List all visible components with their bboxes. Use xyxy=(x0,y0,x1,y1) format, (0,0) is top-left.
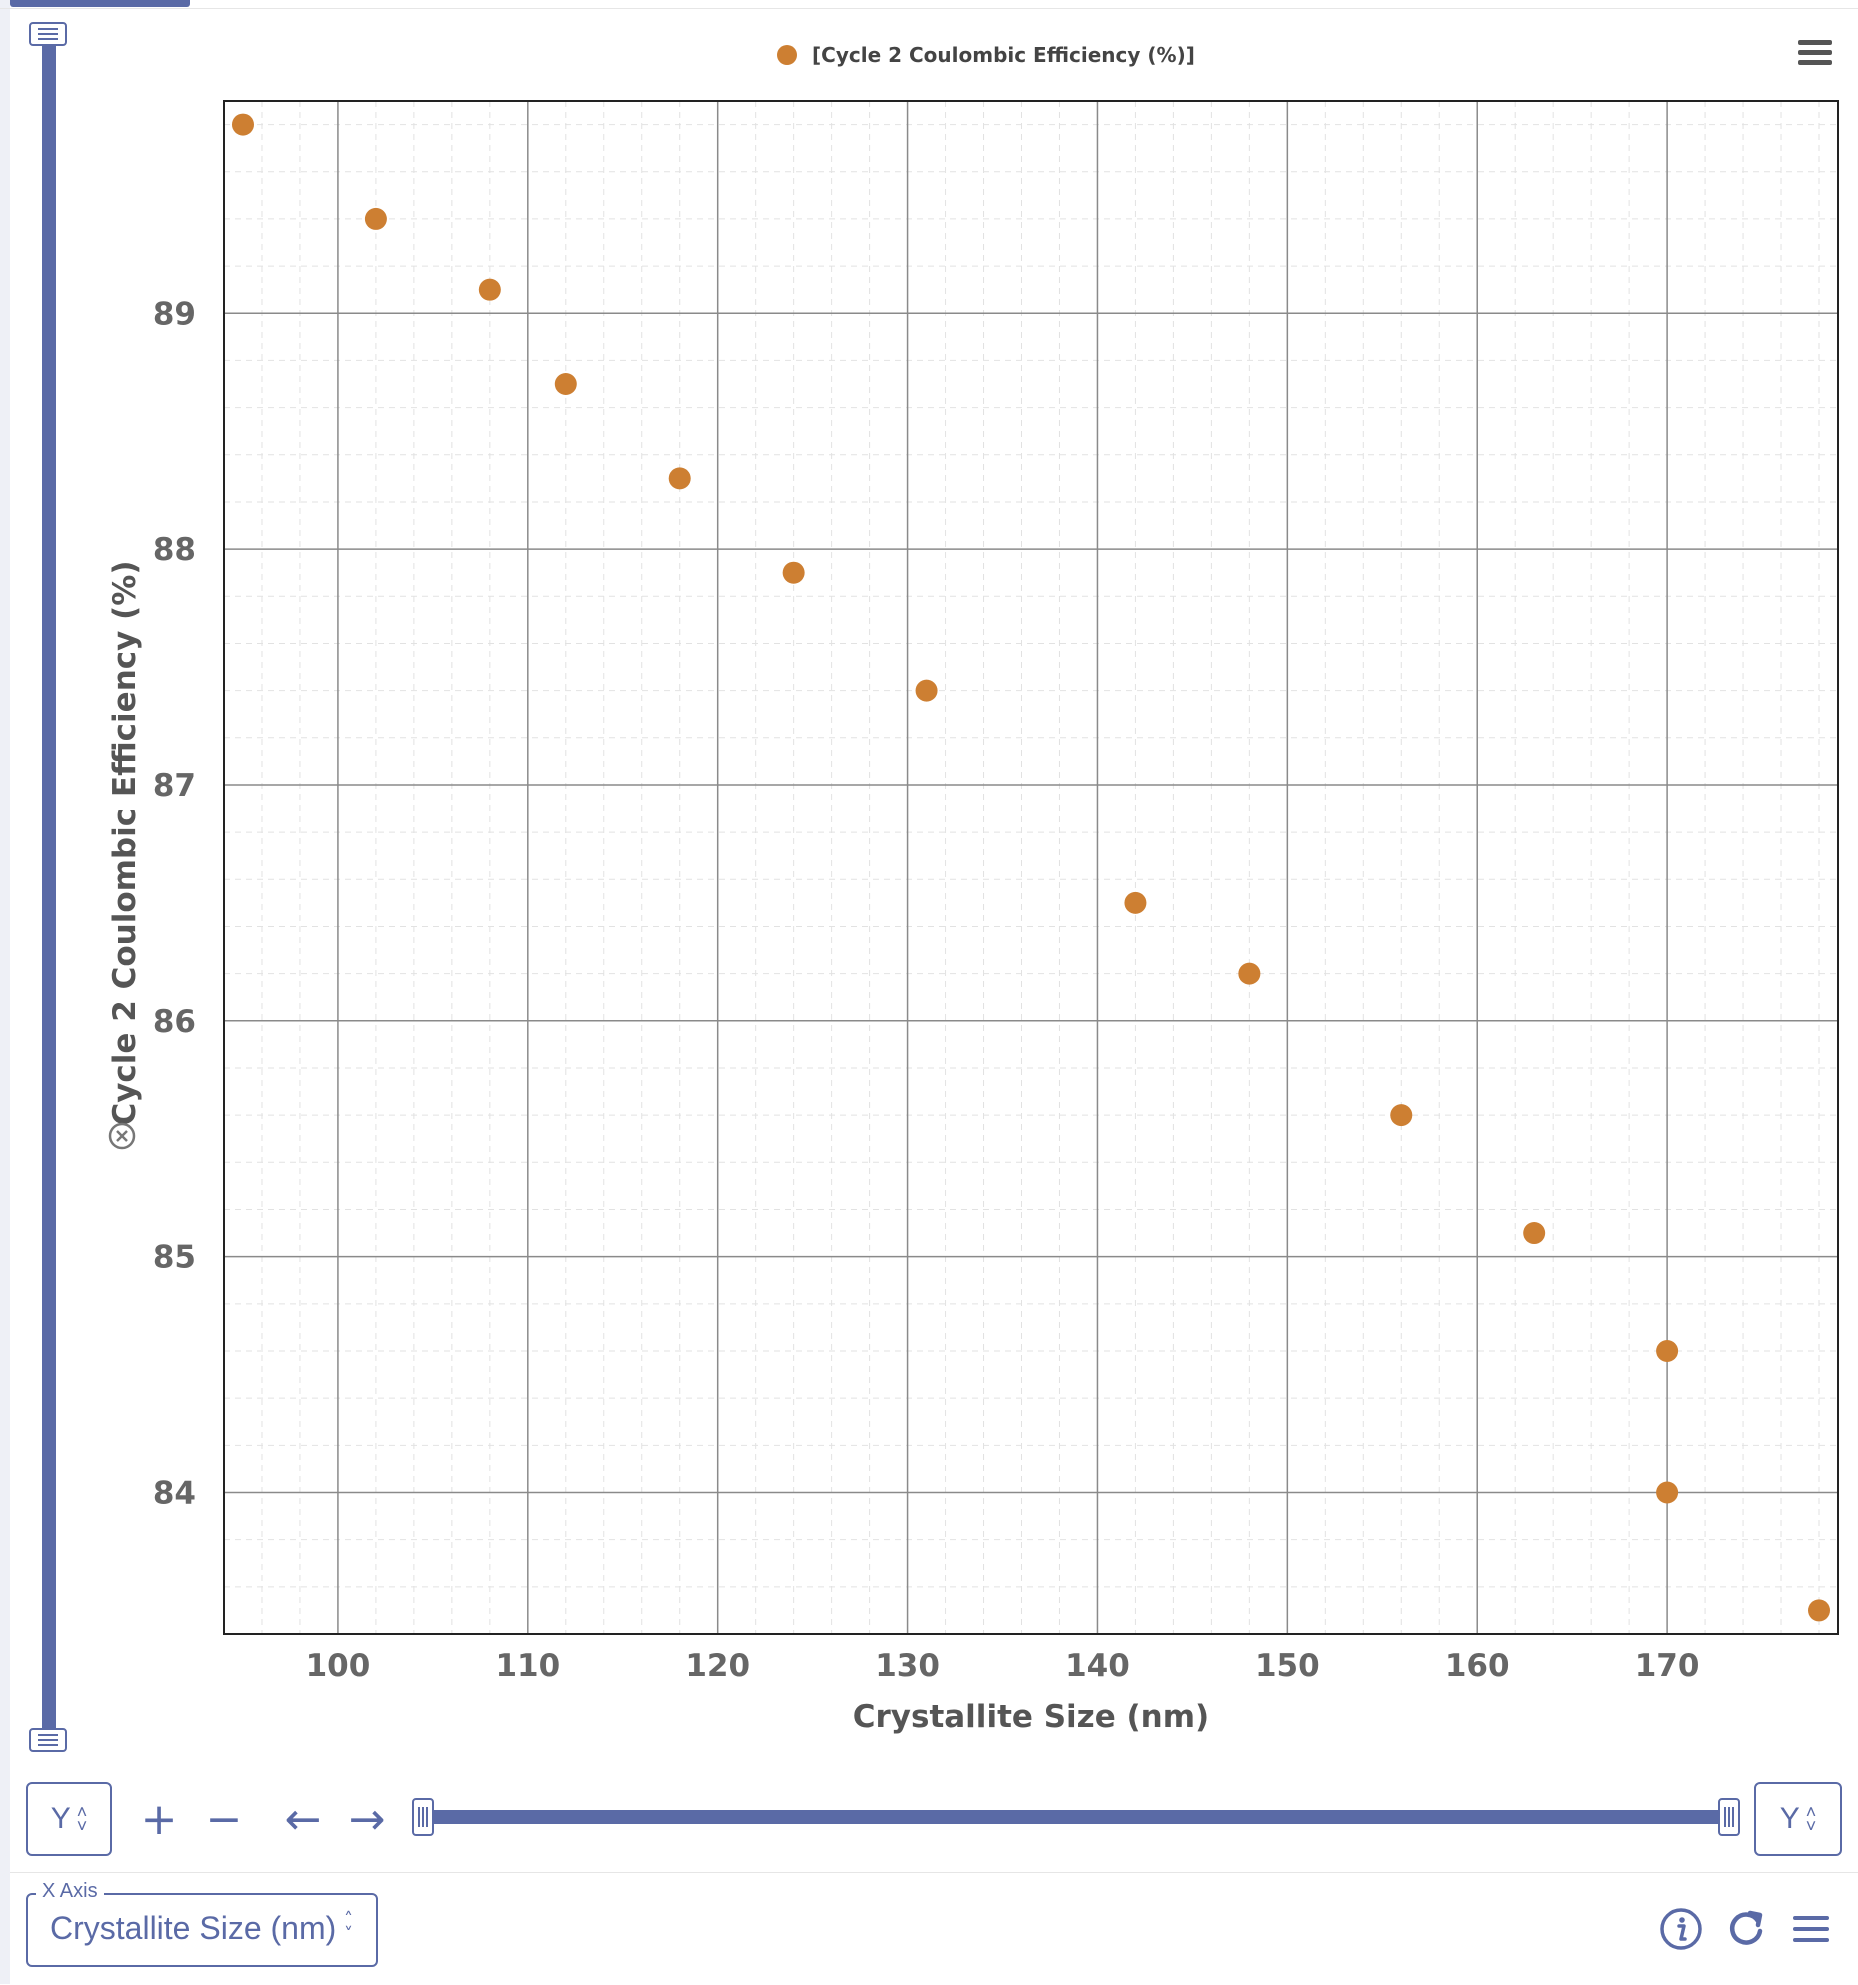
plot-area xyxy=(223,100,1839,1635)
x-range-slider-track[interactable] xyxy=(430,1810,1730,1824)
scatter-point[interactable] xyxy=(668,467,691,490)
x-tick-label: 140 xyxy=(1065,1648,1130,1684)
menu-icon[interactable] xyxy=(1798,40,1832,65)
y-select-right-label: Y xyxy=(1779,1802,1800,1835)
scatter-point[interactable] xyxy=(1124,891,1147,914)
x-tick-labels: 100 110 120 130 140 150 160 170 xyxy=(306,1648,1700,1684)
scatter-point[interactable] xyxy=(1390,1104,1413,1127)
x-axis-select-legend: X Axis xyxy=(36,1880,104,1903)
scatter-point[interactable] xyxy=(1656,1339,1679,1362)
y-tick-label: 87 xyxy=(153,768,196,804)
y-range-slider-top-handle[interactable] xyxy=(29,22,67,46)
pan-left-button[interactable]: ← xyxy=(284,1794,322,1845)
y-select-left-label: Y xyxy=(50,1802,71,1835)
minor-grid xyxy=(223,101,1838,1635)
pan-right-button[interactable]: → xyxy=(348,1794,386,1845)
scatter-point[interactable] xyxy=(478,278,501,301)
zoom-in-button[interactable]: + xyxy=(140,1794,178,1845)
y-range-slider-track[interactable] xyxy=(42,40,56,1740)
legend-marker[interactable] xyxy=(777,45,797,65)
scatter-point[interactable] xyxy=(554,373,577,396)
left-rail xyxy=(0,0,10,1984)
hamburger-icon[interactable] xyxy=(1786,1906,1836,1952)
info-icon[interactable] xyxy=(1656,1906,1706,1952)
y-tick-label: 85 xyxy=(153,1240,196,1276)
major-grid xyxy=(224,101,1838,1634)
x-range-slider-right-handle[interactable] xyxy=(1718,1798,1740,1836)
x-tick-label: 130 xyxy=(875,1648,940,1684)
x-tick-label: 160 xyxy=(1445,1648,1510,1684)
y-axis-select-left[interactable]: Y ˄ ˅ xyxy=(26,1782,112,1856)
x-range-slider-left-handle[interactable] xyxy=(412,1798,434,1836)
y-axis-title: Cycle 2 Coulombic Efficiency (%) xyxy=(107,560,143,1125)
top-divider xyxy=(0,8,1858,9)
y-axis-select-right[interactable]: Y ˄ ˅ xyxy=(1754,1782,1842,1856)
x-tick-label: 120 xyxy=(685,1648,750,1684)
scatter-point[interactable] xyxy=(782,561,805,584)
y-tick-label: 84 xyxy=(153,1475,196,1511)
legend-label[interactable]: [Cycle 2 Coulombic Efficiency (%)] xyxy=(812,43,1195,67)
x-tick-label: 110 xyxy=(495,1648,560,1684)
y-tick-label: 88 xyxy=(153,532,196,568)
x-axis-title: Crystallite Size (nm) xyxy=(853,1699,1209,1735)
zoom-out-button[interactable]: − xyxy=(205,1794,243,1845)
chevron-updown-icon: ˄ ˅ xyxy=(76,1802,88,1836)
y-tick-label: 86 xyxy=(153,1004,196,1040)
scatter-point[interactable] xyxy=(1656,1481,1679,1504)
scatter-point[interactable] xyxy=(1238,962,1261,985)
chevron-updown-icon: ˄ ˅ xyxy=(1805,1802,1817,1836)
x-axis-select-value[interactable]: Crystallite Size (nm) xyxy=(50,1910,337,1946)
y-range-slider-bottom-handle[interactable] xyxy=(29,1728,67,1752)
y-tick-labels: 84 85 86 87 88 89 xyxy=(153,296,196,1511)
chevron-updown-icon: ˄ ˅ xyxy=(344,1909,353,1945)
top-progress-bar xyxy=(10,0,190,7)
x-axis-select[interactable] xyxy=(26,1893,378,1967)
scatter-point[interactable] xyxy=(231,113,254,136)
scatter-point[interactable] xyxy=(1808,1599,1831,1622)
scatter-point[interactable] xyxy=(1523,1222,1546,1245)
scatter-point[interactable] xyxy=(915,679,938,702)
x-tick-label: 100 xyxy=(306,1648,371,1684)
scatter-point[interactable] xyxy=(364,207,387,230)
remove-axis-icon[interactable] xyxy=(108,1122,136,1150)
y-tick-label: 89 xyxy=(153,296,196,332)
data-points xyxy=(231,113,1831,1622)
x-tick-label: 170 xyxy=(1635,1648,1700,1684)
scatter-chart: 100 110 120 130 140 150 160 170 84 85 86 87 88 89 [C… xyxy=(107,40,1839,1735)
refresh-icon[interactable] xyxy=(1721,1906,1771,1952)
x-tick-label: 150 xyxy=(1255,1648,1320,1684)
